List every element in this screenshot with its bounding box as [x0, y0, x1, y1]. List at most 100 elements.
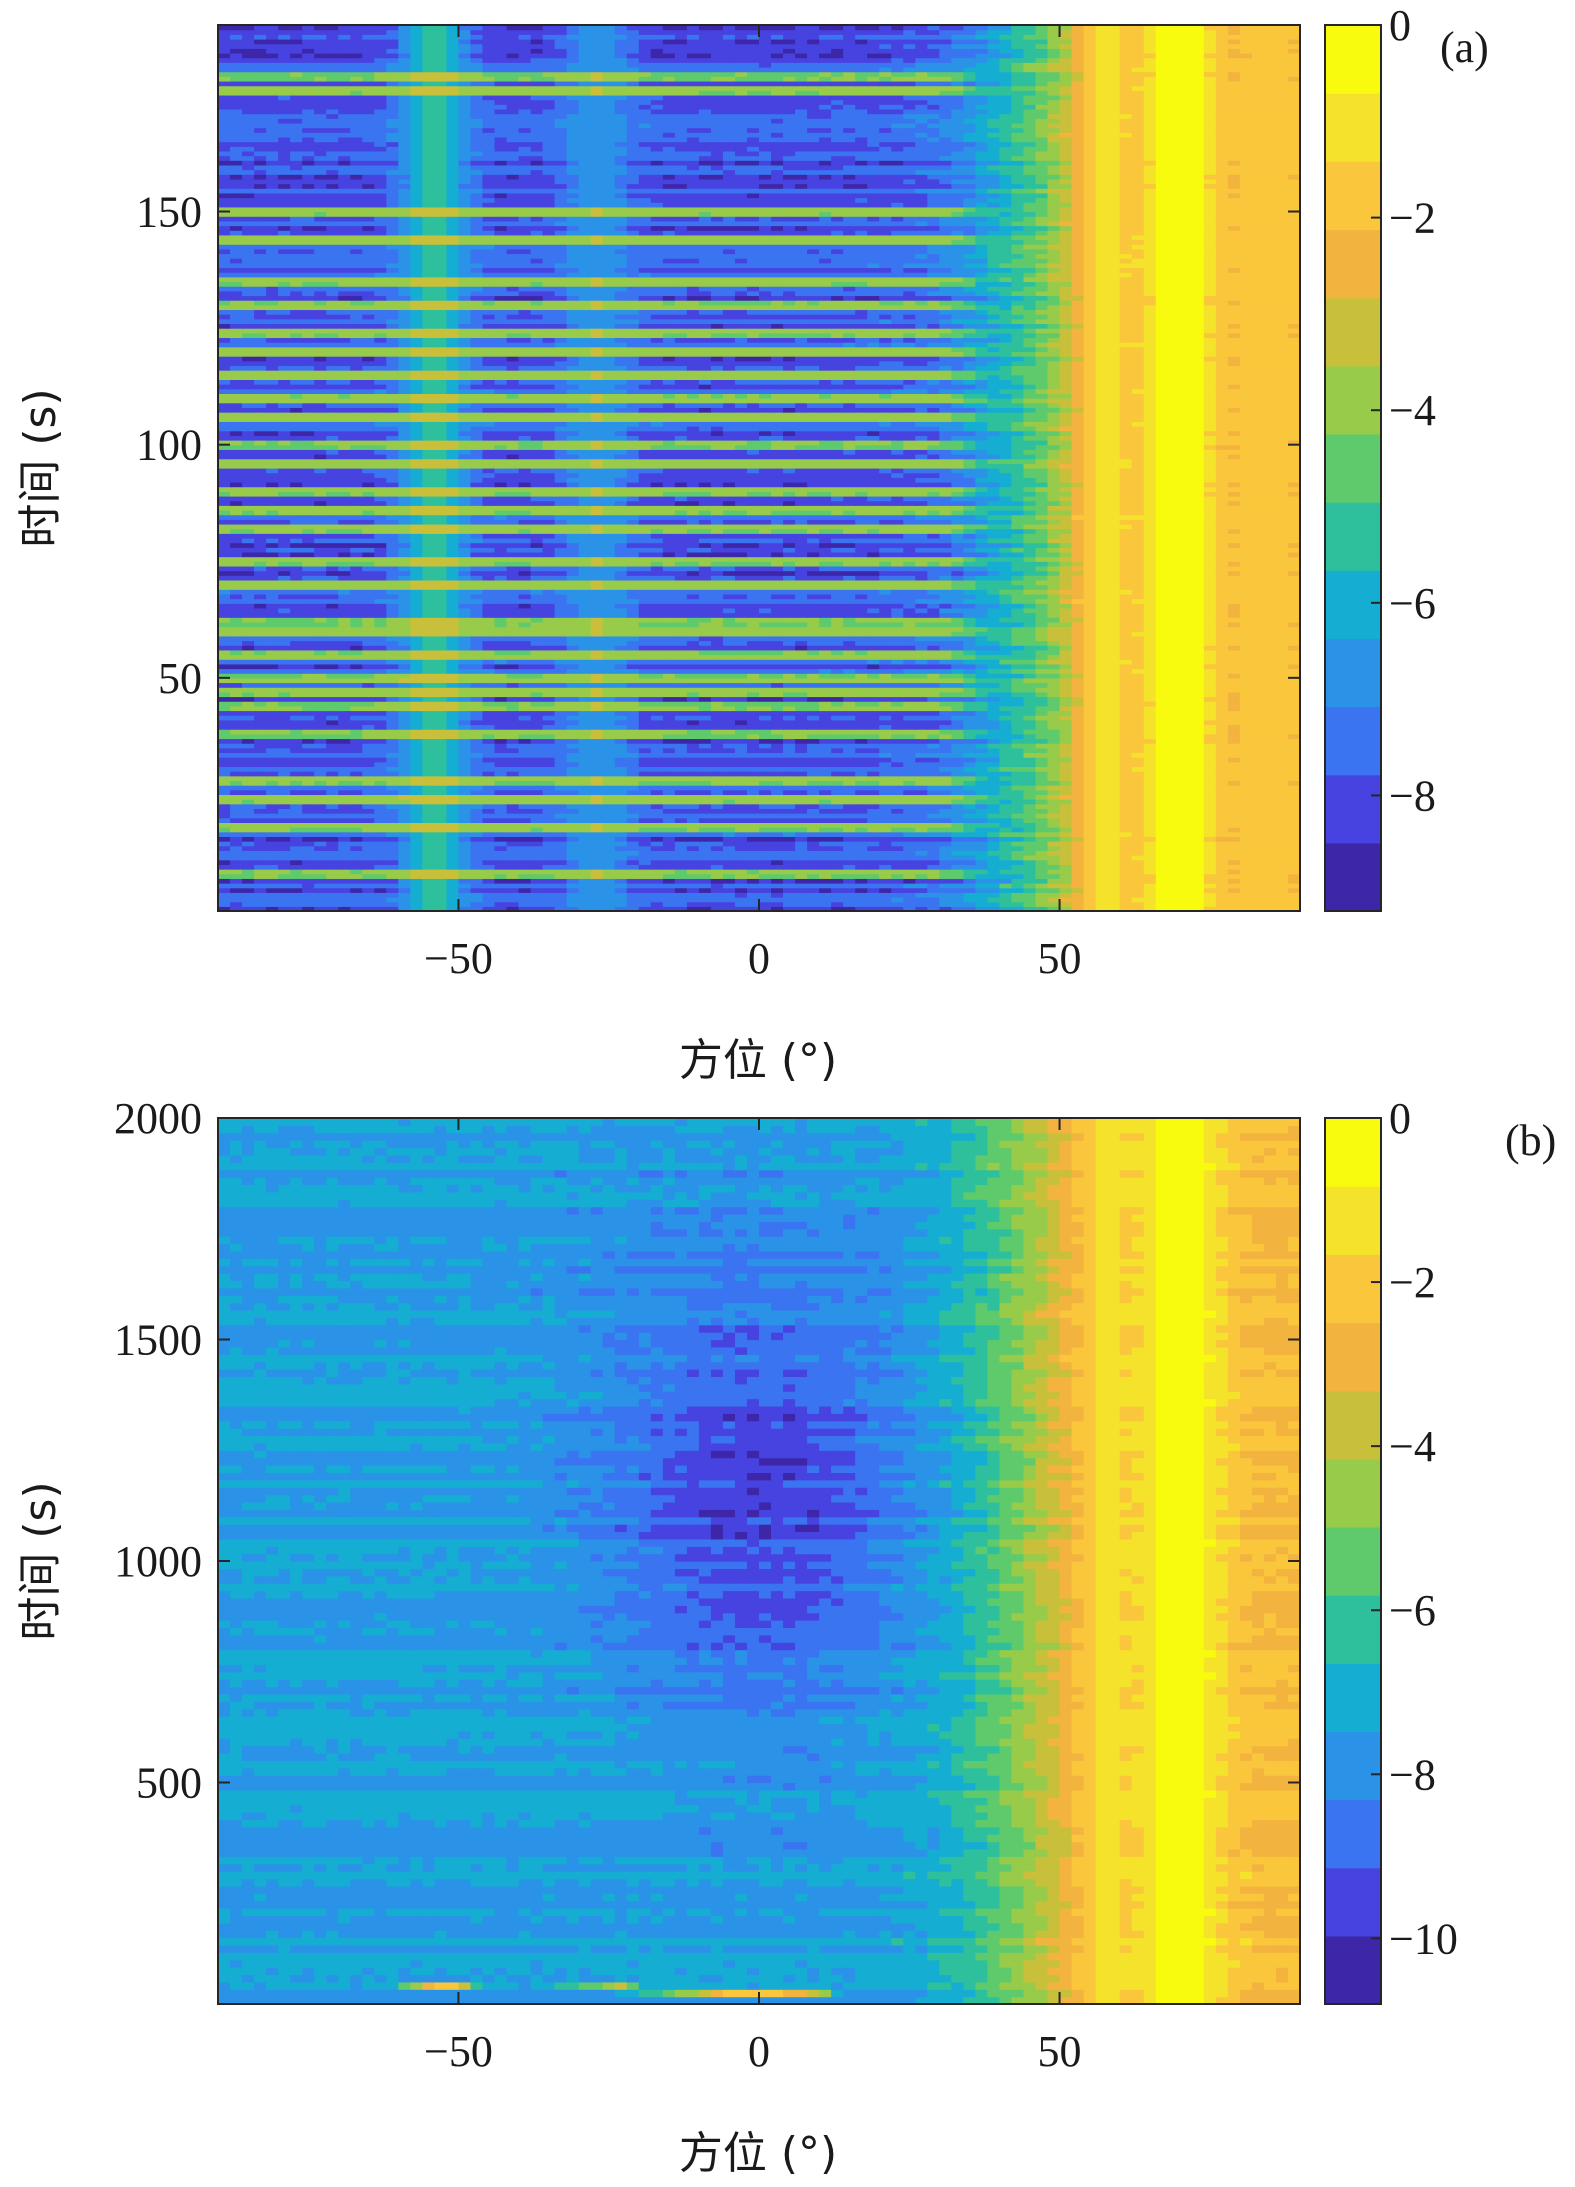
- heatmap-cell: [662, 659, 676, 665]
- heatmap-cell: [290, 687, 303, 693]
- heatmap-cell: [674, 687, 688, 693]
- heatmap-cell: [338, 701, 351, 707]
- heatmap-cell: [566, 799, 580, 805]
- heatmap-cell: [891, 729, 904, 735]
- heatmap-cell: [867, 743, 880, 749]
- heatmap-cell: [1059, 892, 1073, 898]
- heatmap-cell: [254, 659, 267, 665]
- heatmap-cell: [362, 845, 375, 851]
- heatmap-cell: [470, 743, 484, 749]
- heatmap-cell: [470, 831, 484, 837]
- heatmap-cell: [374, 859, 387, 865]
- heatmap-cell: [1047, 761, 1061, 768]
- heatmap-cell: [1095, 724, 1109, 730]
- heatmap-cell: [290, 855, 303, 861]
- heatmap-cell: [530, 752, 544, 758]
- heatmap-cell: [374, 775, 387, 782]
- heatmap-cell: [1227, 696, 1241, 702]
- heatmap-cell: [386, 845, 399, 851]
- heatmap-cell: [626, 752, 640, 758]
- heatmap-cell: [1083, 747, 1097, 754]
- heatmap-cell: [843, 677, 856, 684]
- heatmap-cell: [410, 887, 423, 893]
- heatmap-cell: [879, 808, 892, 814]
- heatmap-cell: [650, 850, 664, 856]
- heatmap-cell: [855, 724, 868, 730]
- heatmap-cell: [915, 766, 928, 772]
- heatmap-cell: [530, 850, 544, 856]
- heatmap-cell: [734, 663, 748, 670]
- heatmap-cell: [590, 841, 604, 847]
- heatmap-cell: [1059, 719, 1073, 726]
- heatmap-cell: [1035, 673, 1049, 679]
- heatmap-cell: [266, 724, 279, 730]
- heatmap-cell: [686, 873, 700, 879]
- heatmap-cell: [470, 775, 484, 782]
- heatmap-cell: [422, 738, 435, 744]
- heatmap-cell: [410, 659, 423, 665]
- heatmap-cell: [506, 841, 520, 847]
- heatmap-cell: [410, 733, 423, 740]
- heatmap-cell: [1059, 771, 1073, 777]
- heatmap-cell: [819, 827, 832, 833]
- heatmap-cell: [674, 850, 688, 856]
- heatmap-cell: [710, 901, 724, 907]
- heatmap-cell: [867, 780, 880, 786]
- heatmap-cell: [807, 747, 820, 754]
- heatmap-cell: [879, 715, 892, 721]
- heatmap-cell: [1191, 715, 1205, 721]
- heatmap-cell: [771, 677, 784, 684]
- heatmap-cell: [963, 673, 976, 679]
- heatmap-cell: [1071, 803, 1085, 810]
- heatmap-cell: [746, 729, 760, 735]
- heatmap-cell: [879, 761, 892, 768]
- heatmap-cell: [542, 747, 556, 754]
- heatmap-cell: [987, 743, 1001, 749]
- heatmap-cell: [1179, 845, 1193, 851]
- heatmap-cell: [903, 803, 916, 810]
- heatmap-cell: [1263, 729, 1277, 735]
- heatmap-cell: [879, 869, 892, 875]
- heatmap-cell: [1131, 878, 1145, 884]
- heatmap-cell: [843, 715, 856, 721]
- heatmap-cell: [855, 831, 868, 837]
- heatmap-cell: [746, 831, 760, 837]
- heatmap-cell: [1107, 836, 1121, 842]
- heatmap-cell: [1227, 780, 1241, 786]
- heatmap-cell: [879, 747, 892, 754]
- heatmap-cell: [290, 701, 303, 707]
- heatmap-cell: [626, 836, 640, 842]
- heatmap-cell: [843, 892, 856, 898]
- heatmap-cell: [867, 705, 880, 712]
- heatmap-cell: [1143, 757, 1157, 763]
- heatmap-cell: [927, 803, 940, 810]
- heatmap-cell: [554, 733, 568, 740]
- heatmap-cell: [1047, 897, 1061, 903]
- heatmap-cell: [494, 705, 508, 712]
- heatmap-cell: [939, 673, 952, 679]
- heatmap-cell: [458, 654, 472, 660]
- heatmap-cell: [1119, 733, 1133, 740]
- heatmap-cell: [1179, 878, 1193, 884]
- heatmap-cell: [987, 668, 1001, 674]
- heatmap-cell: [1095, 761, 1109, 768]
- heatmap-cell: [302, 654, 315, 660]
- heatmap-cell: [734, 710, 748, 716]
- heatmap-cell: [1239, 719, 1253, 726]
- heatmap-cell: [230, 813, 243, 819]
- heatmap-cell: [759, 775, 772, 782]
- heatmap-cell: [987, 887, 1001, 893]
- heatmap-cell: [1203, 682, 1217, 688]
- heatmap-cell: [506, 855, 520, 861]
- heatmap-cell: [698, 733, 712, 740]
- heatmap-cell: [338, 803, 351, 810]
- heatmap-cell: [566, 901, 580, 907]
- heatmap-cell: [819, 859, 832, 865]
- heatmap-cell: [242, 887, 255, 893]
- heatmap-cell: [795, 766, 808, 772]
- heatmap-cell: [326, 827, 339, 833]
- heatmap-cell: [722, 850, 736, 856]
- heatmap-cell: [218, 654, 231, 660]
- heatmap-cell: [626, 701, 640, 707]
- heatmap-cell: [362, 654, 375, 660]
